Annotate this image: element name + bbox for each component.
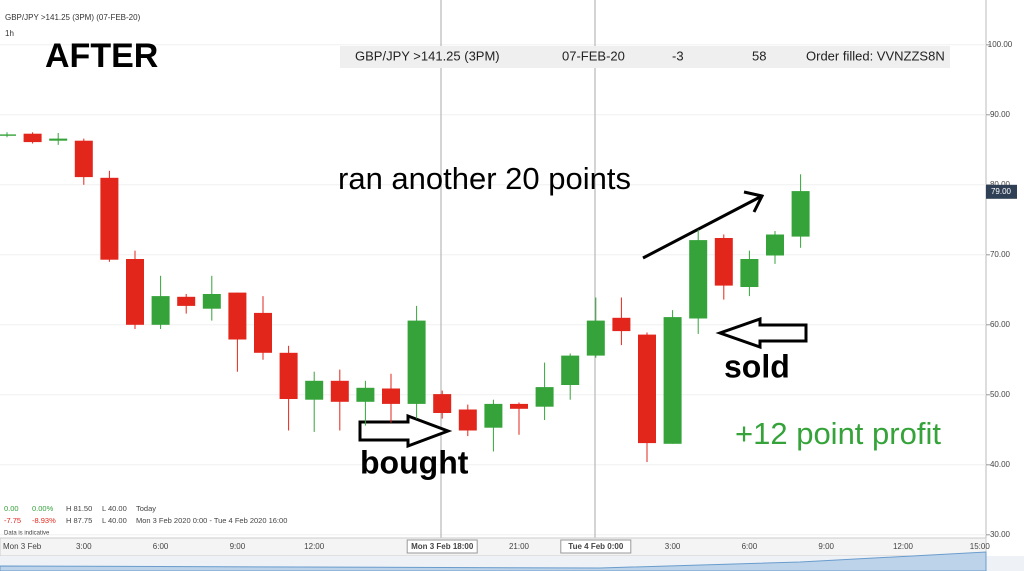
- candle-body: [561, 355, 580, 385]
- x-tick-label: 15:00: [970, 542, 991, 551]
- info-text: -7.75: [4, 516, 21, 525]
- last-price-label: 79.00: [991, 187, 1012, 196]
- interval: 1h: [5, 29, 14, 38]
- info-text: Data is indicative: [4, 531, 50, 537]
- order-cell: Order filled: VVNZZS8N: [806, 48, 945, 63]
- x-tick-label: 9:00: [818, 542, 834, 551]
- x-tick-label: 6:00: [153, 542, 169, 551]
- annotation: bought: [360, 444, 469, 480]
- candle-body: [202, 294, 221, 309]
- candle-body: [330, 380, 349, 402]
- info-text: L 40.00: [102, 504, 127, 513]
- candle-body: [279, 352, 298, 399]
- candle-body: [714, 238, 733, 286]
- y-tick-label: 60.00: [990, 320, 1011, 329]
- candle-body: [228, 292, 247, 340]
- candle-body: [510, 403, 528, 409]
- info-text: -8.93%: [32, 516, 56, 525]
- candle-body: [49, 138, 68, 141]
- candle-body: [23, 133, 42, 143]
- candle-body: [0, 134, 16, 136]
- info-panel: 0.00 0.00% H 81.50 L 40.00 Today -7.75 -8.93% H…: [4, 504, 287, 537]
- y-tick-label: 100.00: [988, 40, 1013, 49]
- candle-body: [126, 259, 144, 325]
- x-tick-label: 3:00: [76, 542, 92, 551]
- candle-body: [484, 403, 503, 428]
- annotation: +12 point profit: [735, 416, 941, 451]
- header: GBP/JPY >141.25 (3PM) (07-FEB-20): [5, 13, 141, 22]
- candle-body: [151, 296, 170, 325]
- annotation: ran another 20 points: [338, 161, 631, 196]
- candle-body: [663, 317, 682, 444]
- y-tick-label: 90.00: [990, 110, 1011, 119]
- candle-body: [356, 387, 375, 402]
- arrow: [358, 413, 453, 449]
- order-cell: 58: [752, 48, 766, 63]
- candle-body: [407, 320, 426, 404]
- y-tick-label: 50.00: [990, 390, 1011, 399]
- info-text: 0.00%: [32, 504, 54, 513]
- x-tick-label: 3:00: [665, 542, 681, 551]
- candle-body: [740, 259, 759, 287]
- candle-body: [177, 296, 196, 306]
- y-tick-label: 30.00: [990, 530, 1011, 539]
- x-tick-label: Mon 3 Feb: [3, 542, 42, 551]
- y-tick-label: 40.00: [990, 460, 1011, 469]
- order-cell: 07-FEB-20: [562, 48, 625, 63]
- title: AFTER: [45, 37, 158, 75]
- candle-body: [100, 177, 119, 260]
- last-price-badge: [986, 184, 1017, 199]
- y-tick-label: 80.00: [990, 180, 1011, 189]
- info-text: H 87.75: [66, 516, 92, 525]
- info-text: L 40.00: [102, 516, 127, 525]
- x-label-box: [560, 539, 632, 554]
- x-tick-label: 9:00: [230, 542, 246, 551]
- info-text: Today: [136, 504, 156, 513]
- candle-body: [305, 380, 324, 400]
- candle-body: [586, 320, 605, 356]
- info-text: Mon 3 Feb 2020 0:00 - Tue 4 Feb 2020 16:…: [136, 516, 287, 525]
- order-row-bg: [340, 46, 950, 68]
- x-tick-label: Tue 4 Feb 0:00: [568, 542, 624, 551]
- x-axis-strip: [0, 537, 987, 557]
- navigator-area: [0, 551, 987, 571]
- candle-body: [535, 387, 554, 407]
- x-tick-label: 12:00: [304, 542, 325, 551]
- x-tick-label: 12:00: [893, 542, 914, 551]
- x-label-box: [406, 539, 478, 554]
- info-text: 0.00: [4, 504, 19, 513]
- x-tick-label: 21:00: [509, 542, 530, 551]
- candle-body: [433, 394, 452, 413]
- y-tick-label: 70.00: [990, 250, 1011, 259]
- arrow: [715, 316, 808, 350]
- candle-body: [638, 334, 656, 444]
- arrow: [642, 190, 765, 260]
- candle-body: [689, 240, 708, 319]
- annotation: sold: [724, 348, 790, 384]
- order-cell: GBP/JPY >141.25 (3PM): [355, 48, 500, 63]
- x-tick-label: Mon 3 Feb 18:00: [411, 542, 474, 551]
- info-text: H 81.50: [66, 504, 92, 513]
- x-tick-label: 6:00: [742, 542, 758, 551]
- candle-body: [74, 140, 93, 178]
- candle-body: [612, 317, 631, 332]
- candle-body: [458, 409, 477, 431]
- candle-body: [766, 234, 784, 256]
- candle-body: [382, 388, 400, 404]
- candle-body: [791, 191, 810, 237]
- order-cell: -3: [672, 48, 684, 63]
- candle-body: [254, 312, 272, 353]
